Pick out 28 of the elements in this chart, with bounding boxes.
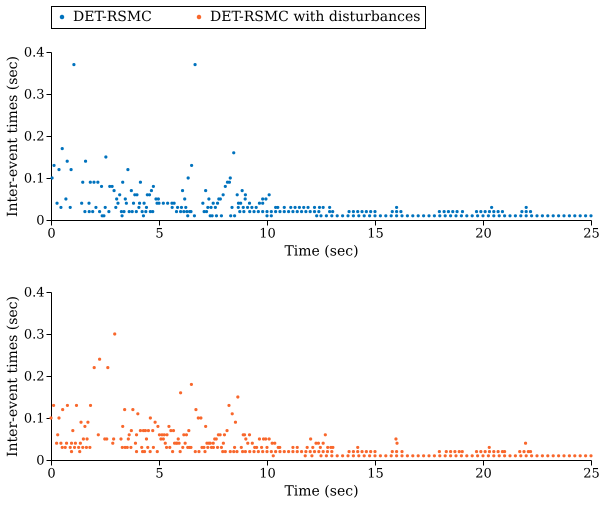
y-tick-label: 0.2 <box>24 370 44 384</box>
y-tick-label: 0.3 <box>24 328 44 342</box>
y-tick-label: 0.4 <box>24 286 44 300</box>
y-tick-label: 0.1 <box>24 172 44 186</box>
x-tick-label: 0 <box>47 226 56 242</box>
y-tick-label: 0.1 <box>24 412 44 426</box>
x-tick-label: 5 <box>155 466 164 482</box>
y-axis-title: Inter-event times (sec) <box>4 296 21 457</box>
y-tick-label: 0 <box>36 214 44 228</box>
y-tick-label: 0.4 <box>24 46 44 60</box>
x-axis-title: Time (sec) <box>284 484 359 500</box>
x-tick-label: 5 <box>155 226 164 242</box>
legend-label: DET-RSMC with disturbances <box>210 9 420 25</box>
x-tick-label: 10 <box>259 466 276 482</box>
y-axis-title: Inter-event times (sec) <box>4 56 21 217</box>
x-tick-label: 25 <box>583 226 600 242</box>
x-tick-label: 20 <box>475 466 492 482</box>
y-tick-label: 0.2 <box>24 130 44 144</box>
x-tick-label: 15 <box>367 226 384 242</box>
y-tick-label: 0.3 <box>24 88 44 102</box>
x-tick-label: 0 <box>47 466 56 482</box>
x-tick-label: 10 <box>259 226 276 242</box>
x-tick-label: 15 <box>367 466 384 482</box>
y-tick-label: 0 <box>36 454 44 468</box>
x-axis-title: Time (sec) <box>284 244 359 260</box>
x-tick-label: 20 <box>475 226 492 242</box>
legend-label: DET-RSMC <box>73 9 152 25</box>
x-tick-label: 25 <box>583 466 600 482</box>
